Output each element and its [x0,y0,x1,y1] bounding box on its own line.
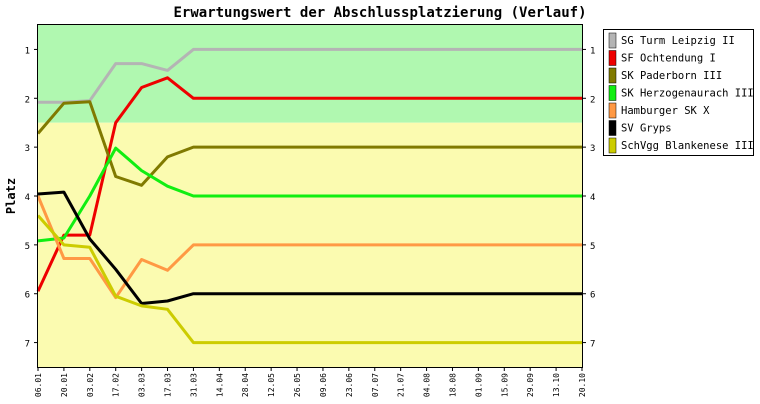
series-lines [36,47,582,345]
y-tick-label-left: 4 [25,193,30,203]
legend-label-5: SV Gryps [621,123,672,135]
x-axis-ticks: 06.01 20.01 03.02 17.02 03.03 17.03 31.03 14.04… [34,367,587,397]
series-line-1 [36,76,582,292]
x-tick-label: 23.06 [345,373,354,397]
chart-title: Erwartungswert der Abschlussplatzierung … [173,5,586,21]
y-axis-label: Platz [4,178,18,214]
y-tick-label-right: 5 [590,242,595,252]
x-tick-label: 17.02 [112,373,121,397]
legend-swatch-3 [608,85,617,101]
x-tick-label: 14.04 [215,373,224,397]
x-tick-label: 17.03 [164,373,173,397]
y-tick-label-right: 2 [590,95,595,105]
x-tick-label: 28.04 [241,373,250,397]
legend-box [603,29,754,156]
series-line-6 [36,214,582,345]
y-tick-label-left: 5 [25,242,30,252]
y-tick-label-left: 1 [25,46,30,56]
y-tick-label-left: 3 [25,144,30,154]
x-tick-label: 15.09 [500,373,509,397]
y-tick-label-right: 7 [590,340,595,350]
x-tick-label: 31.03 [189,373,198,397]
series-line-4 [36,195,582,300]
x-tick-label: 18.08 [448,373,457,397]
y-tick-label-left: 6 [25,291,30,301]
legend-label-6: SchVgg Blankenese III [621,140,754,152]
x-tick-label: 20.01 [60,373,69,397]
y-tick-label-right: 6 [590,291,595,301]
series-line-0 [38,47,582,104]
y-axis-ticks: 1 1 2 2 3 3 4 4 5 5 6 6 7 7 [25,46,596,349]
y-tick-label-right: 3 [590,144,595,154]
series-line-2 [36,100,582,187]
x-tick-label: 06.01 [34,373,43,397]
x-tick-label: 01.09 [474,373,483,397]
band-0 [38,25,582,123]
x-tick-label: 20.10 [578,373,587,397]
legend-label-4: Hamburger SK X [621,105,710,117]
legend-swatch-6 [608,137,617,154]
y-tick-label-right: 4 [590,193,595,203]
x-tick-label: 09.06 [319,373,328,397]
x-tick-label: 29.09 [526,373,535,397]
legend: SG Turm Leipzig II SF Ochtendung I SK Pade… [603,29,754,156]
legend-label-3: SK Herzogenaurach III [621,88,754,100]
legend-swatch-0 [608,32,617,49]
legend-label-1: SF Ochtendung I [621,53,716,65]
legend-swatch-4 [608,102,617,119]
x-tick-label: 13.10 [552,373,561,397]
x-tick-label: 12.05 [267,373,276,397]
series-line-5 [37,190,582,305]
x-tick-label: 03.02 [86,373,95,397]
legend-swatch-2 [608,67,617,84]
legend-swatch-5 [608,120,617,136]
legend-label-0: SG Turm Leipzig II [621,35,735,47]
y-tick-label-right: 1 [590,46,595,56]
x-tick-label: 21.07 [397,373,406,397]
x-tick-label: 26.05 [293,373,302,397]
legend-label-2: SK Paderborn III [621,70,722,82]
series-line-3 [37,146,582,243]
x-tick-label: 07.07 [371,373,380,397]
legend-swatch-1 [608,50,617,66]
y-tick-label-left: 2 [25,95,30,105]
x-tick-label: 03.03 [138,373,147,397]
x-tick-label: 04.08 [423,373,432,397]
y-tick-label-left: 7 [25,340,30,350]
